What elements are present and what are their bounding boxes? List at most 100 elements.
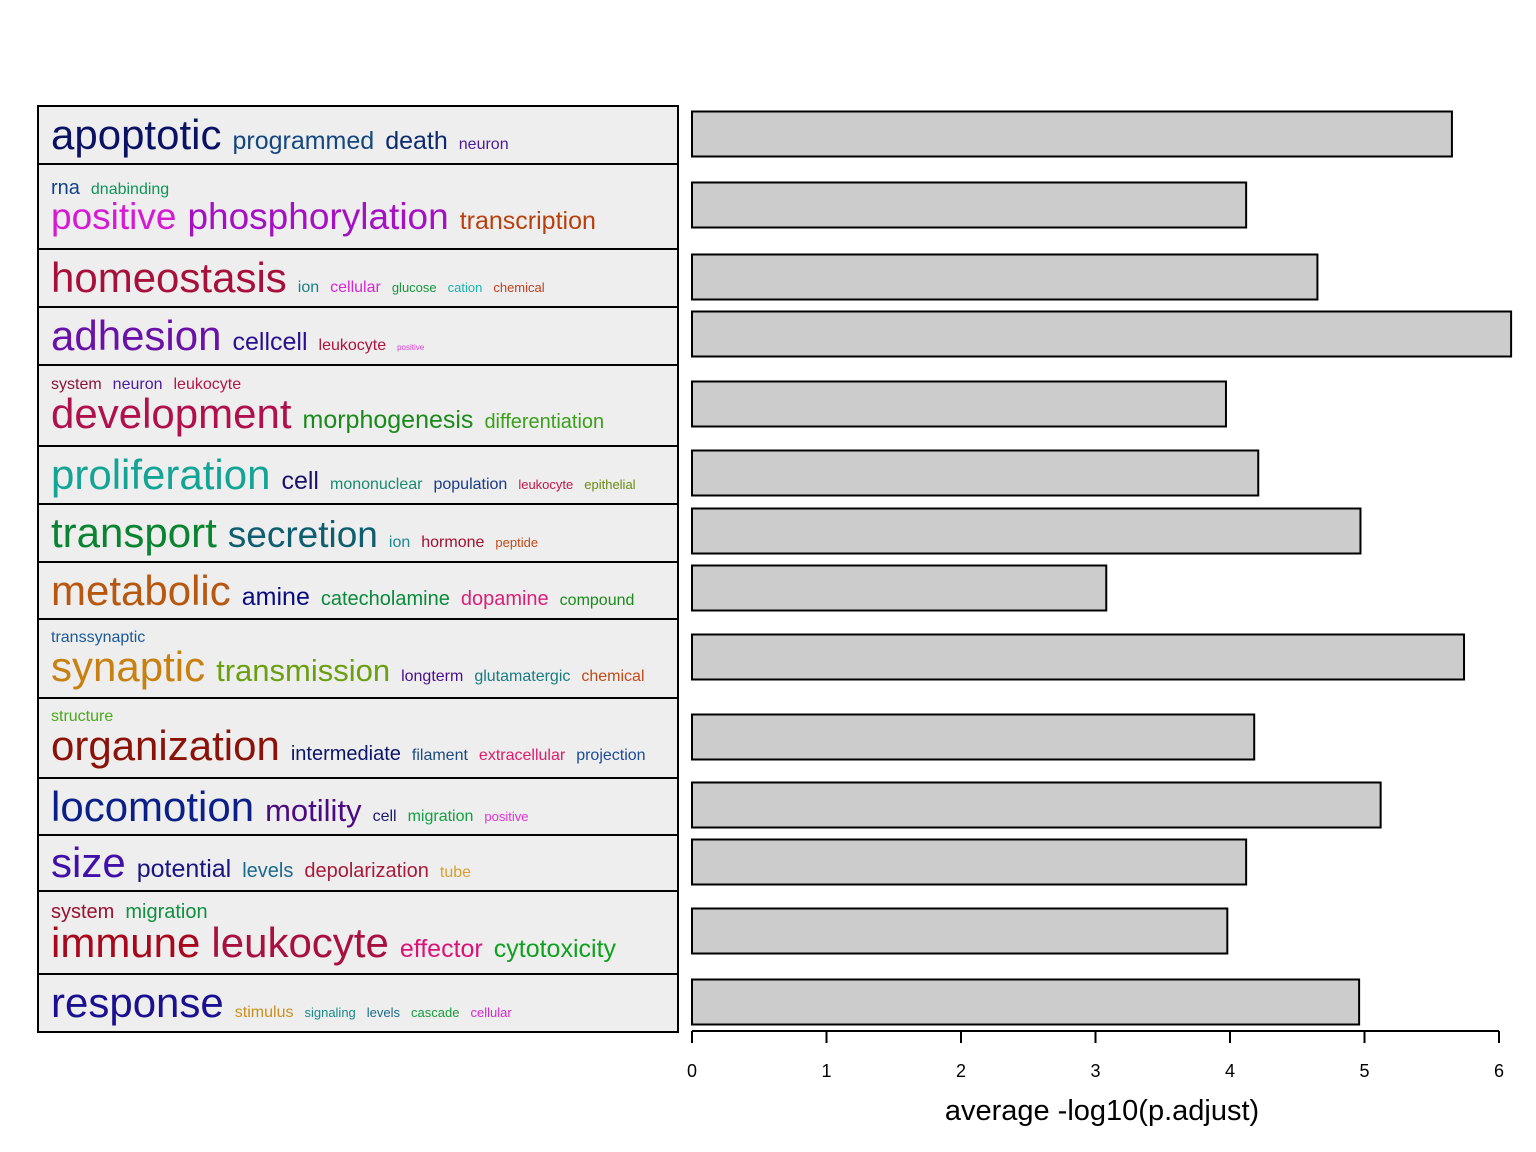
word-cloud-line: locomotion motility cell migration positive (51, 785, 677, 828)
word-cloud-word: amine (241, 582, 310, 611)
word-cloud-word: phosphorylation (187, 196, 449, 237)
word-cloud-word: stimulus (234, 1004, 294, 1021)
word-cloud-word: transmission (216, 652, 391, 688)
word-cloud-line: homeostasis ion cellular glucose cation chemi… (51, 257, 677, 299)
word-cloud-row: response stimulus signaling levels cascade ce… (37, 973, 679, 1033)
word-cloud-line: synaptic transmission longterm glutamatergi… (51, 642, 677, 690)
bar (691, 713, 1256, 761)
word-cloud-word: proliferation (51, 451, 271, 498)
bar (691, 978, 1361, 1026)
x-tick-label: 1 (821, 1061, 831, 1081)
word-cloud-line: rna dnabinding (51, 178, 677, 198)
bar (691, 449, 1260, 497)
bar (691, 110, 1453, 158)
bar (691, 310, 1513, 358)
word-cloud-word: cell (281, 467, 319, 495)
bar (691, 380, 1227, 428)
word-cloud-word: levels (366, 1005, 401, 1020)
bar (691, 633, 1466, 681)
word-cloud-word: programmed (232, 127, 375, 155)
word-cloud-word: cytotoxicity (493, 934, 617, 963)
word-cloud-line: transport secretion ion hormone peptide (51, 512, 677, 554)
x-tick-label: 4 (1225, 1061, 1235, 1081)
word-cloud-word: potential (136, 855, 232, 883)
word-cloud-word: leukocyte (173, 375, 242, 393)
word-cloud-line: immune leukocyte effector cytotoxicity (51, 918, 677, 966)
word-cloud-word: positive (51, 196, 177, 237)
x-tick-label: 5 (1359, 1061, 1369, 1081)
x-tick-label: 0 (687, 1061, 697, 1081)
word-cloud-word: dnabinding (90, 181, 170, 198)
bar (691, 838, 1248, 886)
word-cloud-word: transsynaptic (51, 628, 146, 646)
bar (691, 907, 1229, 955)
word-cloud-line: apoptotic programmed death neuron (51, 114, 677, 156)
word-cloud-word: migration (407, 807, 474, 825)
x-tick-label: 2 (956, 1061, 966, 1081)
word-cloud-word: transcription (459, 207, 596, 235)
word-cloud-row: apoptotic programmed death neuron (37, 105, 679, 165)
word-cloud-row: rna dnabinding positive phosphorylation tran… (37, 163, 679, 250)
word-cloud-word: motility (265, 792, 362, 828)
word-cloud-word: cellcell (232, 328, 308, 356)
bar (691, 564, 1108, 612)
bar (691, 181, 1248, 229)
word-cloud-word: epithelial (584, 477, 636, 492)
word-cloud-word: glucose (391, 280, 437, 295)
word-cloud-word: hormone (421, 534, 485, 551)
word-cloud-word: positive (397, 343, 425, 352)
word-cloud-word: depolarization (304, 860, 429, 882)
word-cloud-word: morphogenesis (302, 405, 474, 434)
word-cloud-row: proliferation cell mononuclear population le… (37, 445, 679, 505)
word-cloud-word: tube (439, 864, 472, 881)
word-cloud-row: transport secretion ion hormone peptide (37, 503, 679, 563)
x-axis-label: average -log10(p.adjust) (945, 1095, 1259, 1127)
word-cloud-word: population (433, 476, 508, 493)
word-cloud-line: transsynaptic (51, 628, 677, 646)
word-cloud-word: homeostasis (51, 254, 287, 301)
word-cloud-word: positive (484, 808, 529, 824)
word-cloud-word: secretion (227, 514, 378, 555)
word-cloud-line: positive phosphorylation transcription (51, 198, 677, 235)
word-cloud-word: compound (559, 591, 635, 609)
word-cloud-line: metabolic amine catecholamine dopamine compo… (51, 569, 677, 612)
word-cloud-word: neuron (458, 136, 509, 153)
word-cloud-line: response stimulus signaling levels cascade ce… (51, 982, 677, 1024)
word-cloud-line: structure (51, 709, 677, 725)
word-cloud-row: transsynaptic synaptic transmission longter… (37, 618, 679, 699)
word-cloud-word: system (51, 375, 102, 393)
x-tick-label: 6 (1494, 1061, 1504, 1081)
word-cloud-line: proliferation cell mononuclear population le… (51, 454, 677, 496)
word-cloud-word: size (51, 839, 126, 886)
word-cloud-word: system (51, 900, 115, 923)
word-cloud-word: synaptic (51, 642, 206, 690)
word-cloud-word: immune (51, 918, 201, 966)
word-cloud-word: ion (388, 534, 411, 551)
word-cloud-row: metabolic amine catecholamine dopamine compo… (37, 561, 679, 620)
word-cloud-row: homeostasis ion cellular glucose cation chemi… (37, 248, 679, 308)
word-cloud-line: system migration (51, 902, 677, 922)
word-cloud-word: cascade (411, 1005, 460, 1020)
word-cloud-word: peptide (495, 535, 539, 550)
word-cloud-word: cation (447, 280, 483, 295)
bar (691, 507, 1362, 555)
x-tick-label: 3 (1090, 1061, 1100, 1081)
word-cloud-word: adhesion (51, 312, 222, 359)
word-cloud-word: death (385, 127, 448, 155)
word-cloud-line: size potential levels depolarization tube (51, 842, 677, 884)
word-cloud-row: adhesion cellcell leukocyte positive (37, 306, 679, 366)
word-cloud-word: projection (576, 747, 646, 764)
bar (691, 253, 1319, 301)
word-cloud-word: chemical (581, 667, 645, 685)
word-cloud-word: levels (242, 860, 294, 882)
word-cloud-word: ion (297, 279, 320, 296)
word-cloud-word: leukocyte (518, 477, 574, 492)
word-cloud-word: migration (125, 900, 208, 923)
word-cloud-word: transport (51, 509, 217, 556)
word-cloud-word: cellular (470, 1005, 512, 1020)
word-cloud-word: cellular (330, 279, 381, 296)
word-cloud-word: leukocyte (318, 337, 387, 354)
word-cloud-word: catecholamine (320, 587, 450, 610)
word-cloud-row: size potential levels depolarization tube (37, 834, 679, 892)
